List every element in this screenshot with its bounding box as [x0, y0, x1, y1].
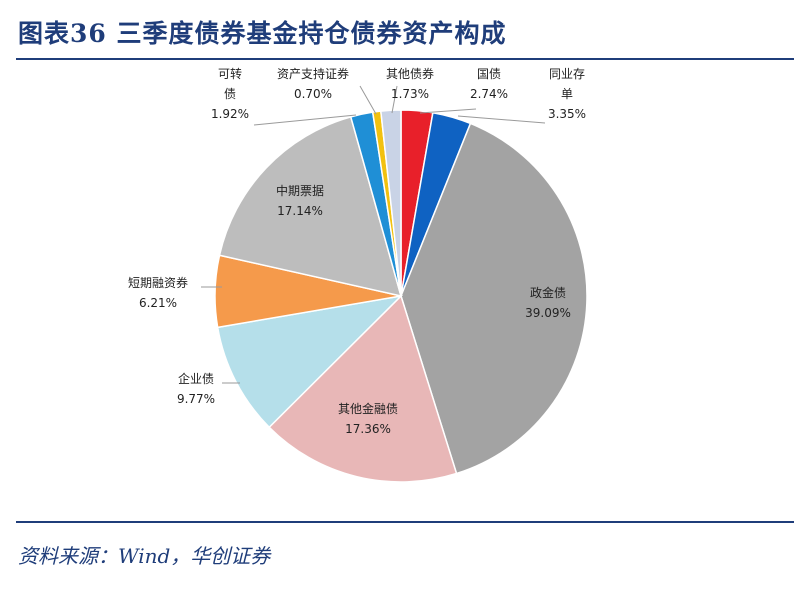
slice-name-label-9: 其他债券 — [386, 66, 434, 81]
slice-value-label-0: 2.74% — [470, 87, 508, 101]
slice-name-label-1: 单 — [561, 87, 573, 101]
slice-value-label-7: 1.92% — [211, 107, 249, 121]
slice-name-label-7: 可转 — [218, 66, 242, 81]
slice-name-label-1: 同业存 — [549, 67, 585, 81]
slice-value-label-2: 39.09% — [525, 306, 571, 320]
pie-slice-2 — [400, 122, 588, 475]
leader-line-1 — [457, 115, 546, 124]
slice-value-label-3: 17.36% — [345, 422, 391, 436]
slice-value-label-5: 6.21% — [139, 296, 177, 310]
slice-name-label-2: 政金债 — [530, 285, 566, 300]
slice-value-label-8: 0.70% — [294, 87, 332, 101]
source-note: 资料来源：Wind，华创证券 — [18, 544, 271, 568]
leader-lines — [201, 85, 546, 384]
slice-name-label-7: 债 — [224, 87, 236, 101]
slice-name-label-5: 短期融资券 — [128, 275, 188, 290]
slice-name-label-8: 资产支持证券 — [277, 66, 349, 81]
pie-slice-4 — [216, 294, 404, 429]
pie-slice-6 — [218, 115, 403, 298]
source-divider — [16, 521, 794, 523]
slice-name-label-3: 其他金融债 — [338, 401, 398, 416]
slice-value-label-9: 1.73% — [391, 87, 429, 101]
slice-value-label-1: 3.35% — [548, 107, 586, 121]
leader-line-7 — [253, 114, 357, 126]
slice-name-label-4: 企业债 — [178, 371, 214, 386]
chart-title: 图表36 三季度债券基金持仓债券资产构成 — [18, 19, 507, 48]
pie-slice-3 — [268, 294, 458, 483]
pie-slices — [214, 109, 588, 483]
slice-name-label-6: 中期票据 — [276, 183, 324, 198]
pie-slice-9 — [379, 109, 402, 297]
slice-value-label-4: 9.77% — [177, 392, 215, 406]
leader-line-9 — [391, 85, 398, 114]
slice-value-label-6: 17.14% — [277, 204, 323, 218]
slice-name-label-0: 国债 — [477, 67, 501, 81]
title-divider — [16, 58, 794, 60]
leader-line-8 — [359, 85, 377, 115]
leader-line-0 — [419, 108, 477, 114]
